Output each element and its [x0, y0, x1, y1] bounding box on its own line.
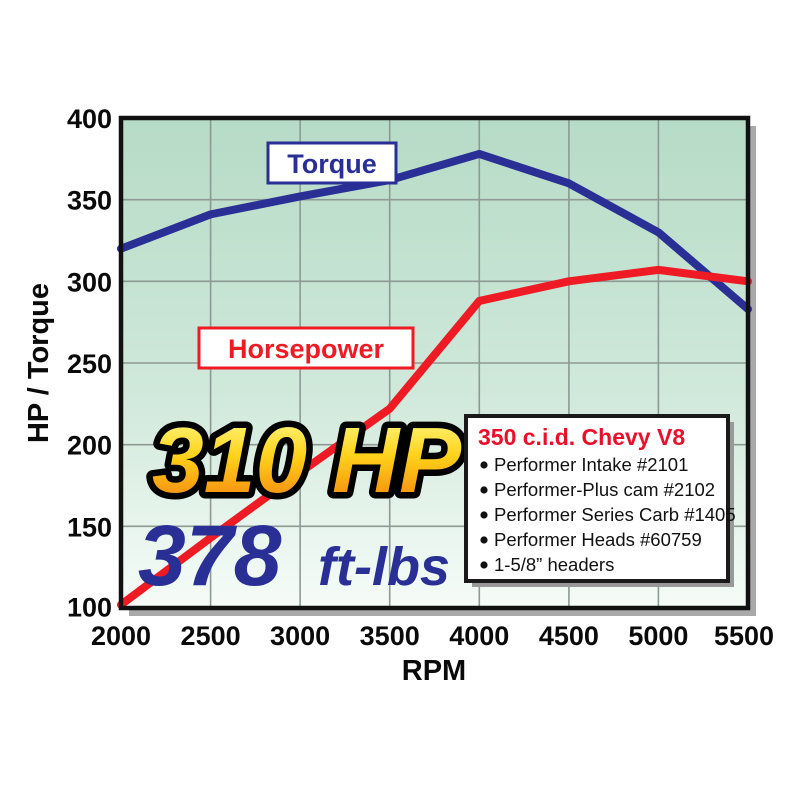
series-horsepower-line [117, 265, 752, 609]
spec-item-3: Performer Heads #60759 [494, 529, 702, 550]
x-tick-2500: 2500 [181, 621, 241, 651]
y-tick-400: 400 [67, 104, 112, 134]
spec-item-1: Performer-Plus cam #2102 [494, 479, 715, 500]
y-axis-title: HP / Torque [23, 283, 55, 443]
x-tick-5000: 5000 [628, 621, 688, 651]
x-tick-3000: 3000 [270, 621, 330, 651]
callout-torque-number: 378 [138, 508, 282, 604]
spec-item-0: Performer Intake #2101 [494, 454, 688, 475]
y-tick-100: 100 [67, 593, 112, 623]
y-tick-250: 250 [67, 349, 112, 379]
callout-hp-number: 310 [152, 408, 307, 512]
bullet-icon [480, 486, 488, 494]
spec-list: Performer Intake #2101 Performer-Plus ca… [480, 454, 736, 575]
bullet-icon [480, 561, 488, 569]
y-tick-300: 300 [67, 267, 112, 297]
x-tick-4500: 4500 [539, 621, 599, 651]
series-torque-line [117, 149, 752, 314]
spec-item-4: 1-5/8” headers [494, 554, 614, 575]
legend-torque: Torque [266, 141, 398, 185]
callout-horsepower: 310 HP 310 HP [146, 402, 469, 519]
x-tick-2000: 2000 [91, 621, 151, 651]
y-tick-150: 150 [67, 512, 112, 542]
x-tick-5500: 5500 [714, 621, 774, 651]
plot-border [118, 115, 751, 611]
callout-torque-unit: ft-lbs [318, 537, 450, 597]
legend-horsepower-label: Horsepower [228, 334, 385, 364]
y-tick-350: 350 [67, 186, 112, 216]
legend-horsepower: Horsepower [197, 326, 415, 370]
x-axis-ticks: 2000 2500 3000 3500 4000 4500 5000 5500 [91, 621, 774, 651]
callout-hp-unit: HP [332, 408, 462, 512]
spec-box-title: 350 c.i.d. Chevy V8 [478, 424, 685, 450]
bullet-icon [480, 536, 488, 544]
callout-torque: 378 ft-lbs [138, 508, 450, 604]
x-tick-3500: 3500 [360, 621, 420, 651]
x-tick-4000: 4000 [449, 621, 509, 651]
spec-item-2: Performer Series Carb #1405 [494, 504, 736, 525]
legend-torque-label: Torque [287, 149, 377, 179]
callout-hp-unit-outline: HP [332, 408, 462, 512]
bullet-icon [480, 461, 488, 469]
bullet-icon [480, 511, 488, 519]
y-tick-200: 200 [67, 431, 112, 461]
x-axis-title: RPM [402, 655, 466, 687]
y-axis-ticks: 400 350 300 250 200 150 100 [67, 104, 112, 623]
spec-box: 350 c.i.d. Chevy V8 Performer Intake #21… [464, 414, 736, 587]
callout-hp-number-outline: 310 [152, 408, 307, 512]
